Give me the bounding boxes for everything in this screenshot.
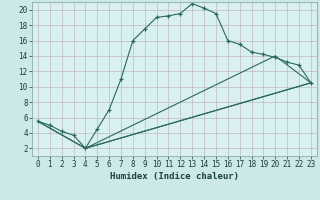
X-axis label: Humidex (Indice chaleur): Humidex (Indice chaleur) [110, 172, 239, 181]
